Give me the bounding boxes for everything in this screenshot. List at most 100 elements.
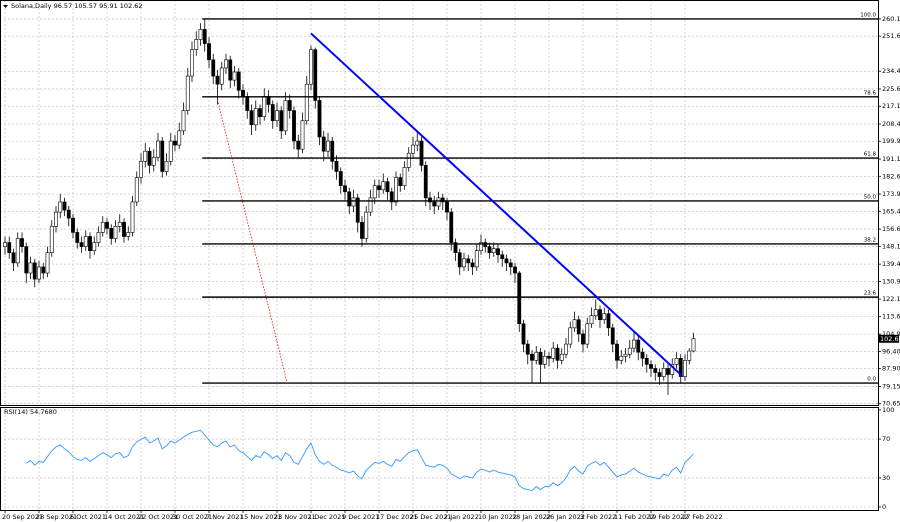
- candle-body: [398, 177, 403, 187]
- candle-body: [321, 136, 326, 152]
- y-tick-label: 113.65: [882, 312, 900, 320]
- candle-body: [326, 140, 330, 152]
- candle-body: [606, 313, 611, 329]
- rsi-line: [25, 429, 694, 492]
- candle-body: [449, 211, 454, 243]
- candle-body: [54, 211, 58, 227]
- x-tick-label: 17 Dec 2021: [376, 513, 418, 521]
- candle-body: [7, 242, 12, 254]
- x-tick-label: 2 Jan 2022: [444, 513, 479, 521]
- x-tick-label: 10 Jan 2022: [478, 513, 517, 521]
- candle-body: [415, 140, 420, 146]
- candle-body: [500, 254, 505, 260]
- candle-body: [508, 262, 513, 268]
- symbol: Solana,Daily: [11, 2, 52, 10]
- candle-body: [3, 242, 7, 247]
- candle-body: [164, 161, 169, 172]
- candle-body: [602, 313, 607, 321]
- candle-body: [181, 110, 186, 132]
- candle-body: [96, 232, 101, 243]
- candle-body: [593, 309, 598, 316]
- candle-body: [517, 272, 522, 325]
- y-tick-label: 87.90: [882, 365, 900, 373]
- fib-label: 23.6: [864, 291, 877, 297]
- fib-label: 78.6: [864, 90, 877, 96]
- y-tick-label: 104.90: [882, 330, 900, 338]
- y-tick-label: 70: [882, 435, 890, 443]
- x-tick-label: 30 Oct 2021: [172, 513, 212, 521]
- candle-body: [445, 201, 449, 213]
- high: 105.57: [74, 2, 97, 10]
- candle-body: [351, 197, 356, 207]
- candle-body: [491, 248, 496, 254]
- candle-body: [470, 262, 475, 268]
- x-tick-label: 9 Dec 2021: [342, 513, 379, 521]
- candle-body: [262, 96, 267, 117]
- rsi-name: RSI(14): [4, 408, 28, 416]
- candle-body: [538, 351, 543, 365]
- candle-body: [241, 89, 245, 97]
- chart-title: Solana,Daily 96.57 105.57 95.91 102.62: [11, 2, 143, 10]
- candle-body: [576, 319, 581, 335]
- candle-body: [304, 83, 309, 122]
- candle-body: [402, 167, 407, 187]
- candle-body: [253, 108, 258, 126]
- candle-body: [377, 185, 381, 191]
- candle-body: [300, 120, 305, 150]
- candle-body: [674, 357, 679, 365]
- y-tick-label: 30: [882, 474, 890, 482]
- candle-body: [236, 71, 241, 91]
- candle-body: [343, 185, 347, 193]
- candle-body: [636, 339, 641, 353]
- candle-body: [504, 258, 509, 264]
- candle-body: [185, 75, 190, 111]
- candle-body: [338, 171, 343, 187]
- y-tick-label: 156.65: [882, 225, 900, 233]
- low: 95.91: [99, 2, 118, 10]
- candle-body: [487, 246, 492, 254]
- candle-body: [581, 333, 585, 345]
- candle-body: [109, 228, 114, 239]
- candle-body: [551, 347, 556, 359]
- x-tick-label: 11 Feb 2022: [614, 513, 654, 521]
- y-tick-label: 251.65: [882, 32, 900, 40]
- candle-body: [309, 49, 313, 85]
- menu-icon: [3, 5, 8, 8]
- candle-body: [151, 156, 156, 166]
- candle-body: [66, 209, 71, 219]
- candle-body: [644, 357, 649, 365]
- candle-body: [11, 252, 16, 264]
- x-tick-label: 23 Nov 2021: [274, 513, 316, 521]
- y-tick-label: 208.40: [882, 120, 900, 128]
- candle-body: [411, 144, 415, 154]
- candle-body: [143, 150, 148, 162]
- candle-body: [92, 242, 97, 251]
- y-tick-label: 165.40: [882, 207, 900, 215]
- y-tick-label: 96.40: [882, 347, 900, 355]
- candle-body: [296, 140, 301, 150]
- candle-body: [134, 177, 139, 203]
- candle-body: [440, 197, 445, 203]
- x-tick-label: 3 Feb 2022: [580, 513, 616, 521]
- x-tick-label: 25 Dec 2021: [410, 513, 452, 521]
- fib-label: 50.0: [864, 194, 877, 200]
- candle-body: [198, 29, 203, 40]
- candle-body: [58, 201, 63, 213]
- candle-body: [534, 351, 539, 361]
- candle-body: [202, 29, 207, 44]
- candle-body: [521, 323, 526, 345]
- candle-body: [139, 161, 143, 178]
- candle-body: [249, 110, 254, 126]
- candle-body: [623, 353, 628, 357]
- candle-body: [598, 309, 602, 321]
- candle-body: [474, 250, 479, 268]
- candle-body: [100, 221, 105, 233]
- candle-body: [691, 338, 696, 352]
- candle-body: [41, 266, 46, 274]
- price-marker: [878, 334, 899, 343]
- candle-body: [436, 197, 441, 207]
- y-tick-label: 130.90: [882, 277, 900, 285]
- candle-body: [589, 315, 594, 325]
